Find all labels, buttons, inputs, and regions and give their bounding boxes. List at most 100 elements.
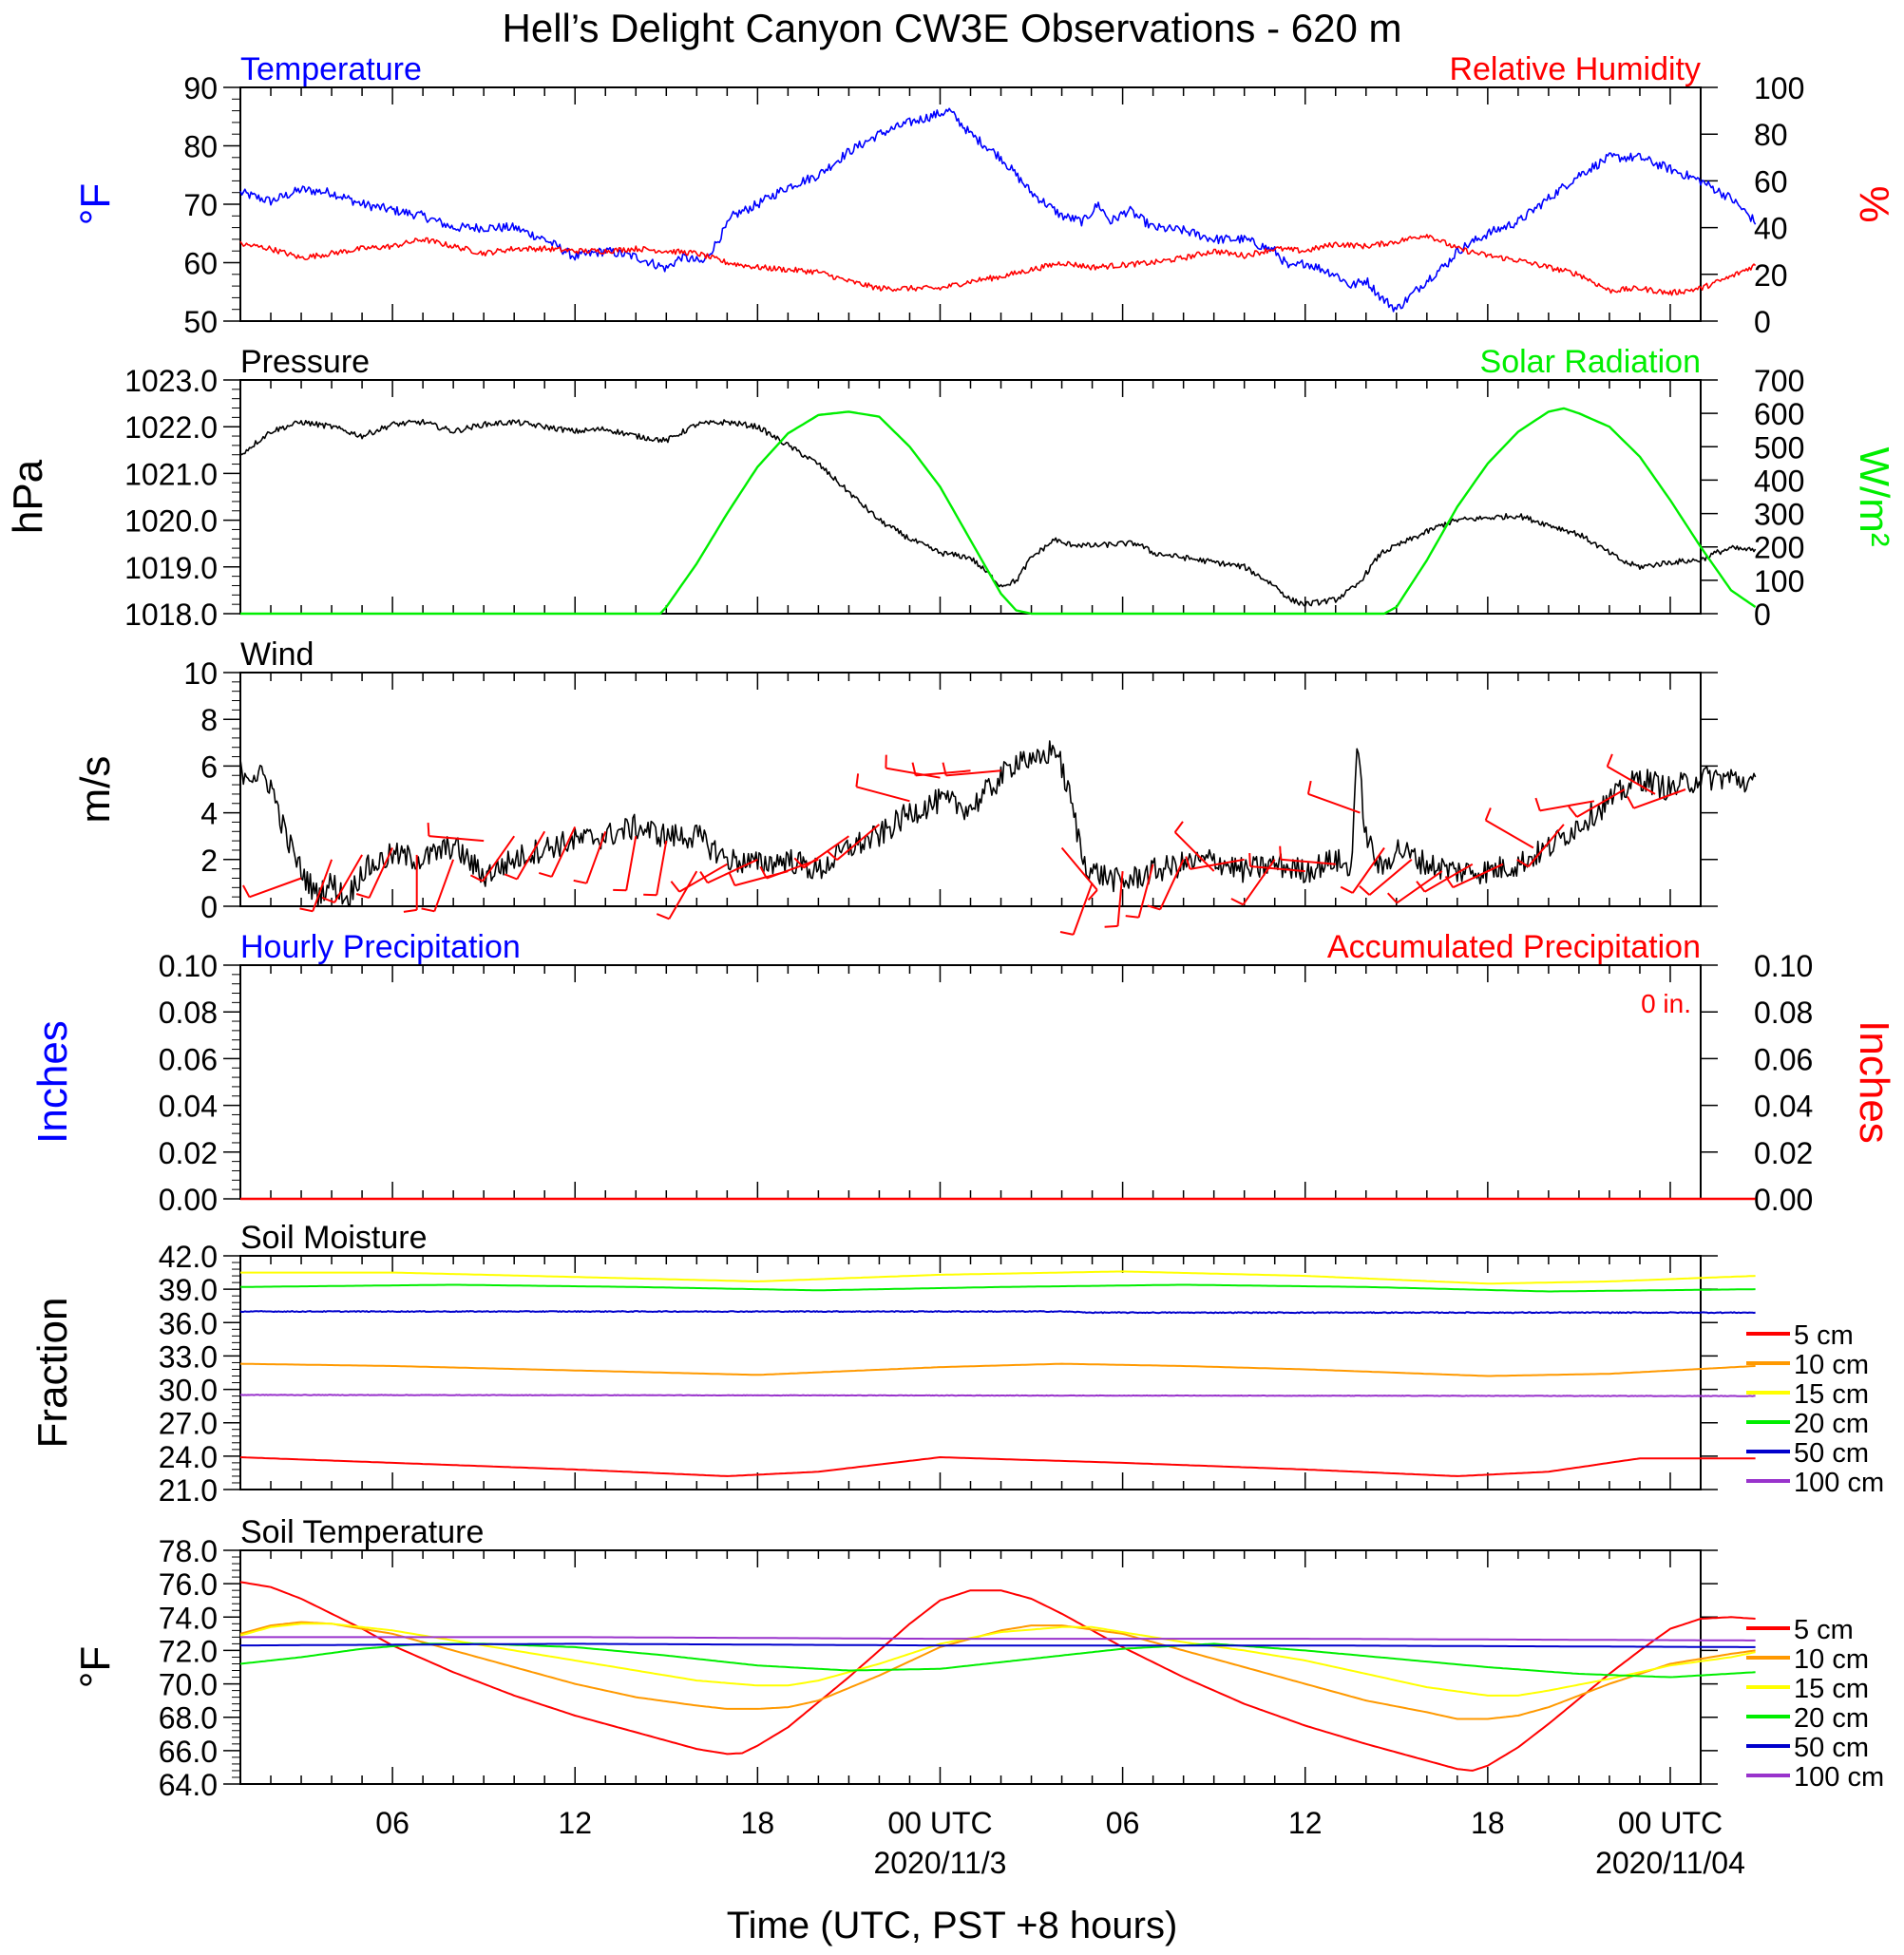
- y-tick-label-left: 60: [183, 247, 218, 281]
- wind-barb-flag: [321, 896, 335, 904]
- wind-barb: [1249, 865, 1305, 873]
- y-tick-label-left: 0.08: [159, 996, 218, 1030]
- y-tick-label-right: 200: [1754, 531, 1804, 565]
- y-axis-label-right: W/m²: [1851, 446, 1897, 546]
- wind-barb: [333, 854, 363, 903]
- accumulated-precip-total: 0 in.: [1641, 989, 1691, 1018]
- y-tick-label-right: 700: [1754, 364, 1804, 398]
- wind-barb: [368, 847, 394, 899]
- wind-barb-flag: [573, 879, 587, 884]
- wind-barb: [428, 835, 485, 843]
- wind-barb: [482, 835, 516, 883]
- y-tick-label-left: 42.0: [159, 1240, 218, 1274]
- y-tick-label-right: 0.00: [1754, 1183, 1813, 1217]
- y-tick-label-right: 0.10: [1754, 949, 1813, 983]
- y-tick-label-right: 100: [1754, 564, 1804, 598]
- y-tick-label-left: 78.0: [159, 1534, 218, 1568]
- legend-label: 15 cm: [1794, 1379, 1869, 1410]
- series-line-20-cm: [239, 1642, 1756, 1679]
- wind-barb: [885, 767, 941, 779]
- panel-pres_solar: 1018.0 1019.0 1020.0 1021.0 1022.0 1023.0 0100…: [5, 344, 1897, 632]
- wind-barb-flag: [1185, 856, 1191, 870]
- series-line-temperature: [239, 107, 1757, 313]
- y-tick-label-left: 4: [200, 797, 218, 831]
- series-line-100-cm: [239, 1394, 1756, 1397]
- series-line-100-cm: [240, 1636, 1756, 1642]
- y-tick-label-left: 68.0: [159, 1701, 218, 1736]
- y-tick-label-left: 1023.0: [124, 364, 218, 398]
- series-line-wind: [239, 740, 1757, 907]
- wind-barb-flag: [1359, 884, 1371, 896]
- wind-barb-flag: [942, 762, 947, 776]
- wind-barb: [1280, 858, 1336, 865]
- x-tick-label: 12: [1288, 1806, 1323, 1840]
- legend-label: 5 cm: [1794, 1615, 1854, 1645]
- y-tick-label-left: 1018.0: [124, 598, 218, 632]
- y-tick-label-right: 40: [1754, 212, 1788, 246]
- panel-soil_temp: 64.066.068.070.072.074.076.078.0 Soil Tem…: [72, 1514, 1884, 1802]
- x-tick-date: 2020/11/3: [873, 1846, 1006, 1880]
- wind-barb: [707, 858, 758, 884]
- wind-barb: [1307, 792, 1361, 814]
- series-line-relative-humidity: [239, 234, 1757, 296]
- wind-barb: [915, 769, 971, 777]
- plot-frame: [239, 964, 1702, 1200]
- wind-barb-flag: [1568, 806, 1578, 818]
- y-tick-label-left: 36.0: [159, 1306, 218, 1340]
- wind-barb-flag: [911, 762, 917, 776]
- x-tick-label: 06: [1106, 1806, 1140, 1840]
- y-tick-label-left: 50: [183, 305, 218, 339]
- y-tick-label-left: 0.00: [159, 1183, 218, 1217]
- y-axis-label-left: hPa: [5, 459, 51, 534]
- panel-title-left: Wind: [240, 636, 314, 673]
- wind-barb: [1607, 766, 1656, 795]
- series-line-15-cm: [240, 1270, 1756, 1285]
- y-tick-label-left: 21.0: [159, 1473, 218, 1508]
- x-tick-label: 06: [375, 1806, 409, 1840]
- y-axis-label-right: Inches: [1851, 1020, 1897, 1144]
- y-tick-label-right: 60: [1754, 164, 1788, 199]
- y-tick-label-right: 300: [1754, 498, 1804, 532]
- panel-title-left: Soil Temperature: [240, 1514, 484, 1550]
- series-line-15-cm: [239, 1623, 1756, 1697]
- wind-barb-flag: [1147, 904, 1161, 911]
- wind-barb: [1137, 864, 1154, 918]
- wind-barb: [678, 863, 728, 893]
- wind-barb: [1576, 788, 1626, 818]
- wind-barb-flag: [1386, 892, 1399, 904]
- wind-barb-flag: [793, 857, 805, 869]
- y-tick-label-right: 20: [1754, 258, 1788, 293]
- wind-barb: [1072, 883, 1094, 936]
- y-tick-label-right: 600: [1754, 397, 1804, 431]
- wind-barb: [249, 877, 302, 899]
- series-line-10-cm: [239, 1621, 1756, 1720]
- wind-barb-flag: [1087, 889, 1098, 902]
- wind-barb: [1190, 858, 1245, 870]
- y-tick-label-left: 90: [183, 71, 218, 105]
- y-tick-label-left: 33.0: [159, 1339, 218, 1374]
- x-tick-label: 00 UTC: [1618, 1806, 1723, 1840]
- wind-barb: [803, 835, 849, 869]
- y-axis-label-left: °F: [72, 183, 119, 225]
- y-tick-label-left: 0.02: [159, 1136, 218, 1170]
- wind-barb-flag: [1248, 853, 1251, 867]
- plot-frame: [239, 379, 1702, 615]
- y-tick-label-left: 66.0: [159, 1735, 218, 1769]
- y-tick-label-right: 100: [1754, 71, 1804, 105]
- y-tick-label-right: 80: [1754, 118, 1788, 152]
- wind-barb-flag: [403, 908, 417, 913]
- wind-barb-flag: [1627, 796, 1635, 809]
- series-line-50-cm: [239, 1642, 1756, 1648]
- legend-label: 20 cm: [1794, 1703, 1869, 1734]
- wind-barb: [516, 830, 546, 881]
- panel-title-right: Accumulated Precipitation: [1327, 929, 1701, 965]
- x-tick-label: 12: [558, 1806, 592, 1840]
- y-tick-label-left: 0.10: [159, 949, 218, 983]
- y-tick-label-left: 1020.0: [124, 504, 218, 539]
- wind-barb-flag: [1104, 924, 1118, 928]
- series-line-10-cm: [239, 1362, 1756, 1377]
- panel-title-left: Pressure: [240, 344, 370, 380]
- panel-title-left: Temperature: [240, 51, 422, 87]
- y-tick-label-left: 72.0: [159, 1634, 218, 1668]
